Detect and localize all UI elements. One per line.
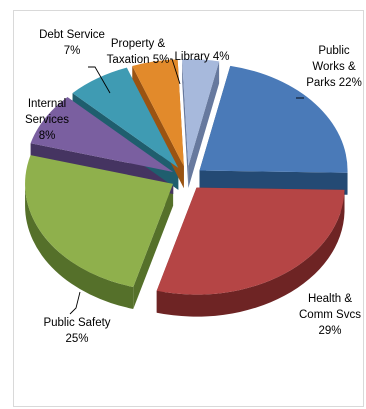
slice-library (182, 59, 220, 167)
slice-label-line: Library 4% (175, 51, 230, 63)
leader-line-public-safety (69, 291, 81, 315)
leader-line-debt-service (88, 66, 111, 94)
slice-cut-public-safety-0 (133, 183, 174, 309)
slice-debt-service (72, 67, 179, 168)
slice-label-property-and-taxation: Property & Taxation 5% (107, 38, 170, 66)
slice-label-line: Public (318, 45, 350, 57)
leader-lines (69, 58, 304, 315)
slice-label-health-and-comm-svcs: Health & Comm Svcs 29% (299, 293, 361, 337)
slice-label-library: Library 4% (175, 51, 230, 63)
slice-side-health-and-comm-svcs (156, 189, 345, 317)
slice-public-works-and-parks (199, 65, 348, 173)
slice-label-line: 25% (65, 333, 88, 345)
slice-health-and-comm-svcs (156, 187, 345, 295)
slice-label-line: 8% (39, 130, 56, 142)
slice-label-line: Public Safety (43, 317, 110, 329)
slice-tops (25, 59, 348, 295)
slice-label-line: Taxation 5% (107, 54, 170, 66)
slice-label-public-safety: Public Safety 25% (43, 317, 110, 345)
slice-label-line: Comm Svcs (299, 309, 361, 321)
slice-label-line: Parks 22% (306, 77, 362, 89)
slice-internal-services (30, 97, 174, 172)
slice-label-public-works-and-parks: Public Works & Parks 22% (306, 45, 362, 89)
slice-cut-library-0 (182, 59, 189, 189)
slice-label-line: 29% (318, 325, 341, 337)
slice-side-public-safety (25, 183, 134, 309)
slice-label-line: 7% (64, 45, 81, 57)
slice-labels: Public Works & Parks 22% Health & Comm Svcs 2… (25, 29, 362, 345)
slice-cut-library-1 (188, 61, 220, 189)
slice-label-line: Works & (312, 61, 356, 73)
slice-label-line: Debt Service (39, 29, 105, 41)
leader-line-library (170, 58, 181, 85)
slice-label-line: Property & (111, 38, 166, 50)
slice-label-line: Services (25, 114, 69, 126)
slice-property-and-taxation (132, 59, 184, 167)
slice-label-debt-service: Debt Service 7% (39, 29, 105, 57)
slice-label-line: Health & (308, 293, 352, 305)
slice-public-safety (25, 155, 174, 287)
slice-label-internal-services: Internal Services 8% (25, 98, 69, 142)
slice-label-line: Internal (28, 98, 66, 110)
